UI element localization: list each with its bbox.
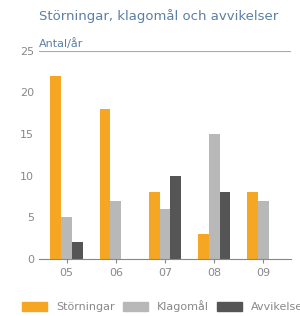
Text: Antal/år: Antal/år [39, 38, 83, 49]
Bar [61, 217, 72, 259]
Bar [100, 109, 110, 259]
Bar [247, 192, 258, 259]
Bar [110, 201, 121, 259]
Bar [170, 176, 181, 259]
Bar [209, 134, 220, 259]
Legend: Störningar, Klagomål, Avvikelser: Störningar, Klagomål, Avvikelser [18, 296, 300, 316]
Text: Störningar, klagomål och avvikelser: Störningar, klagomål och avvikelser [39, 9, 278, 23]
Bar [258, 201, 269, 259]
Bar [160, 209, 170, 259]
Bar [149, 192, 160, 259]
Bar [72, 242, 83, 259]
Bar [198, 234, 209, 259]
Bar [50, 76, 61, 259]
Bar [220, 192, 230, 259]
